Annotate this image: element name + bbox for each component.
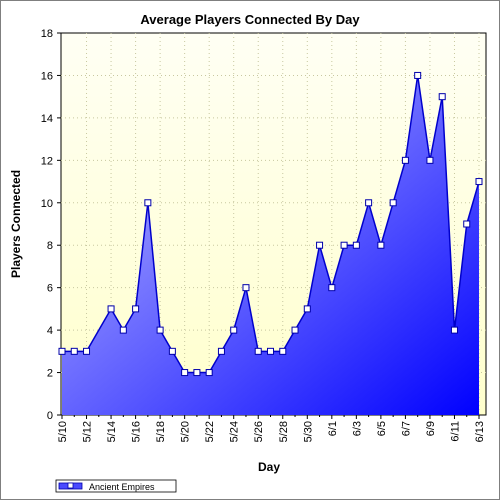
legend-label: Ancient Empires — [89, 482, 155, 492]
x-tick-label: 6/3 — [351, 421, 363, 436]
y-axis-ticks: 0 2 4 6 8 10 12 14 16 18 — [41, 28, 61, 422]
x-tick-label: 5/24 — [229, 421, 241, 442]
y-tick-label: 2 — [47, 368, 53, 380]
data-point — [328, 284, 336, 292]
x-tick-label: 6/13 — [474, 421, 486, 442]
data-point — [426, 156, 434, 164]
x-tick-label: 5/12 — [82, 421, 94, 442]
data-point — [217, 347, 225, 355]
series-line — [62, 75, 480, 374]
area-series — [58, 71, 483, 415]
x-tick-label: 6/7 — [400, 421, 412, 436]
data-point — [365, 199, 373, 207]
data-point — [279, 347, 287, 355]
area-fill — [62, 75, 479, 415]
x-axis-label: Day — [258, 460, 280, 474]
x-tick-label: 5/26 — [253, 421, 265, 442]
data-point — [267, 347, 274, 355]
x-tick-label: 6/9 — [425, 421, 437, 436]
data-point — [156, 326, 164, 334]
data-point — [414, 71, 422, 79]
data-point — [377, 241, 385, 249]
y-tick-label: 16 — [41, 70, 53, 82]
data-point — [119, 326, 127, 334]
data-point — [401, 156, 409, 164]
data-point — [107, 305, 115, 313]
data-point — [168, 347, 176, 355]
y-axis-label: Players Connected — [9, 170, 23, 278]
data-point — [340, 241, 348, 249]
data-point — [58, 347, 66, 355]
data-point — [389, 199, 397, 207]
legend-box — [55, 479, 177, 493]
chart-title: Average Players Connected By Day — [140, 12, 360, 27]
data-point — [254, 347, 262, 355]
x-tick-label: 5/28 — [278, 421, 290, 442]
x-tick-label: 5/30 — [302, 421, 314, 442]
data-point — [193, 369, 201, 377]
y-tick-label: 6 — [47, 283, 53, 295]
data-point — [132, 305, 140, 313]
data-point — [475, 178, 483, 186]
x-tick-label: 5/22 — [204, 421, 216, 442]
x-tick-label: 6/1 — [327, 421, 339, 436]
data-point — [70, 347, 78, 355]
data-point — [242, 284, 250, 292]
data-point — [291, 326, 299, 334]
y-tick-label: 10 — [41, 198, 53, 210]
x-tick-label: 5/20 — [180, 421, 192, 442]
legend: Ancient Empires — [55, 479, 177, 493]
y-tick-label: 4 — [47, 325, 53, 337]
data-point — [352, 241, 360, 249]
data-point — [181, 369, 189, 377]
y-tick-label: 0 — [47, 410, 53, 422]
x-tick-label: 5/14 — [106, 421, 118, 442]
x-tick-label: 5/10 — [57, 421, 69, 442]
y-tick-label: 18 — [41, 28, 53, 40]
x-tick-label: 6/5 — [376, 421, 388, 436]
x-tick-label: 5/16 — [131, 421, 143, 442]
data-point — [83, 347, 91, 355]
y-tick-label: 8 — [47, 240, 53, 252]
data-point — [316, 241, 324, 249]
data-point — [450, 326, 458, 334]
x-tick-label: 6/11 — [449, 421, 461, 442]
y-tick-label: 14 — [41, 113, 53, 125]
data-point — [230, 326, 238, 334]
y-tick-label: 12 — [41, 155, 53, 167]
data-point — [438, 93, 446, 101]
legend-marker-icon — [67, 482, 74, 489]
data-point — [205, 369, 213, 377]
x-tick-label: 5/18 — [155, 421, 167, 442]
data-point — [463, 220, 471, 228]
x-axis-ticks: 5/10 5/12 5/14 5/16 5/18 5/20 5/22 5/24 5/26 5/28… — [57, 415, 486, 442]
data-point — [144, 199, 152, 207]
data-point — [303, 305, 311, 313]
